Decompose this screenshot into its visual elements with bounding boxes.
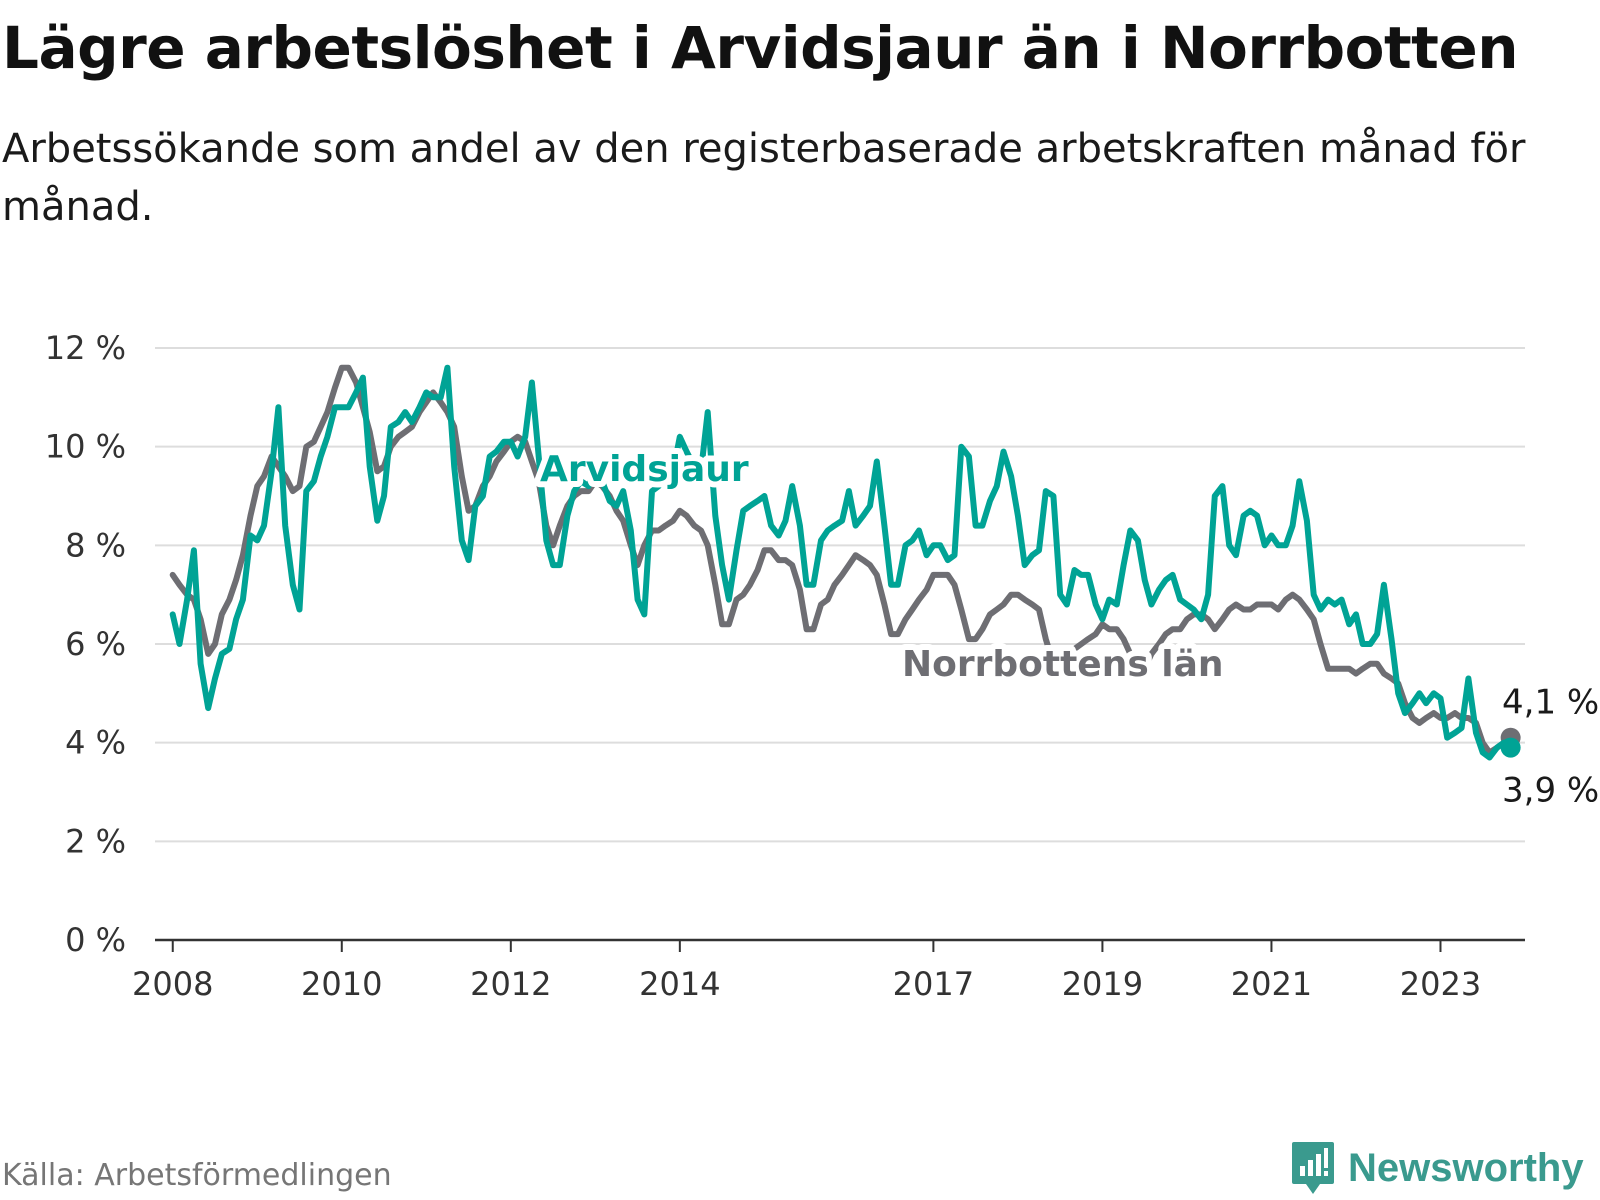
y-tick-label: 12 % bbox=[45, 329, 126, 367]
series-labels: 4,1 % 3,9 % Arvidsjaur Norrbottens län bbox=[534, 443, 1599, 811]
newsworthy-icon bbox=[1292, 1142, 1334, 1194]
x-tick-label: 2010 bbox=[301, 965, 382, 1003]
end-value-label-norrbotten: 4,1 % bbox=[1502, 683, 1599, 723]
x-tick-label: 2023 bbox=[1400, 965, 1481, 1003]
series-line-arvidsjaur bbox=[169, 364, 1514, 761]
series-line-norrbotten bbox=[169, 364, 1514, 756]
x-tick-label: 2017 bbox=[893, 965, 974, 1003]
series-lines bbox=[169, 364, 1521, 761]
end-value-label-arvidsjaur: 3,9 % bbox=[1502, 771, 1599, 811]
x-tick-label: 2021 bbox=[1231, 965, 1312, 1003]
y-axis: 0 % 2 % 4 % 6 % 8 % 10 % 12 % bbox=[45, 329, 126, 959]
source-note: Källa: Arbetsförmedlingen bbox=[2, 1158, 392, 1193]
y-tick-label: 2 % bbox=[65, 822, 126, 860]
series-label-norrbotten: Norrbottens län bbox=[902, 644, 1224, 685]
x-axis: 2008 2010 2012 2014 2017 2019 2021 2023 bbox=[132, 938, 1525, 1003]
line-chart: 0 % 2 % 4 % 6 % 8 % 10 % 12 % 2008 2010 2012 2014… bbox=[45, 329, 1600, 1003]
y-tick-label: 6 % bbox=[65, 625, 126, 663]
y-tick-label: 8 % bbox=[65, 526, 126, 564]
x-tick-label: 2019 bbox=[1062, 965, 1143, 1003]
newsworthy-logo[interactable]: Newsworthy bbox=[1290, 1140, 1584, 1196]
chart-title: Lägre arbetslöshet i Arvidsjaur än i Nor… bbox=[2, 14, 1519, 82]
x-tick-label: 2012 bbox=[470, 965, 551, 1003]
gridlines bbox=[155, 347, 1525, 843]
chart-subtitle: Arbetssökande som andel av den registerb… bbox=[2, 126, 1526, 230]
y-tick-label: 4 % bbox=[65, 724, 126, 762]
x-tick-label: 2008 bbox=[132, 965, 213, 1003]
series-label-arvidsjaur: Arvidsjaur bbox=[540, 449, 749, 490]
y-tick-label: 10 % bbox=[45, 428, 126, 466]
y-tick-label: 0 % bbox=[65, 921, 126, 959]
x-tick-label: 2014 bbox=[639, 965, 720, 1003]
brand-name: Newsworthy bbox=[1348, 1145, 1584, 1190]
end-marker-arvidsjaur bbox=[1500, 737, 1521, 758]
